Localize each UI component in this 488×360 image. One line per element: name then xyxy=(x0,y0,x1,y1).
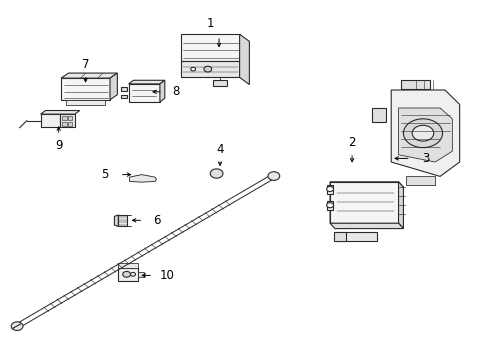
Polygon shape xyxy=(118,268,138,281)
Circle shape xyxy=(267,172,279,180)
Polygon shape xyxy=(128,84,160,102)
Polygon shape xyxy=(329,182,403,187)
Polygon shape xyxy=(329,223,403,229)
Circle shape xyxy=(190,67,195,71)
Text: 2: 2 xyxy=(347,136,355,149)
Polygon shape xyxy=(329,182,398,223)
Circle shape xyxy=(122,271,130,277)
Polygon shape xyxy=(41,114,60,127)
Circle shape xyxy=(326,186,333,192)
FancyBboxPatch shape xyxy=(371,108,386,122)
Circle shape xyxy=(203,66,211,72)
Bar xyxy=(68,122,72,126)
FancyBboxPatch shape xyxy=(326,201,332,210)
Polygon shape xyxy=(129,175,156,182)
Polygon shape xyxy=(66,100,105,105)
Polygon shape xyxy=(118,263,138,268)
Polygon shape xyxy=(405,176,434,185)
Polygon shape xyxy=(128,80,164,84)
Text: 6: 6 xyxy=(152,214,160,227)
Text: 1: 1 xyxy=(206,17,214,30)
Polygon shape xyxy=(390,90,459,176)
Bar xyxy=(68,116,72,120)
Text: 7: 7 xyxy=(81,58,89,71)
Polygon shape xyxy=(398,108,451,162)
Polygon shape xyxy=(239,34,249,85)
FancyBboxPatch shape xyxy=(337,233,376,242)
Polygon shape xyxy=(60,114,75,127)
Circle shape xyxy=(411,125,433,141)
Polygon shape xyxy=(118,215,127,226)
FancyBboxPatch shape xyxy=(121,95,126,98)
Polygon shape xyxy=(61,78,110,100)
Text: 5: 5 xyxy=(101,168,109,181)
Polygon shape xyxy=(110,73,117,100)
Text: 9: 9 xyxy=(55,139,62,152)
FancyBboxPatch shape xyxy=(326,184,332,194)
Circle shape xyxy=(403,119,442,148)
Polygon shape xyxy=(138,272,144,277)
Polygon shape xyxy=(61,73,117,78)
FancyBboxPatch shape xyxy=(400,80,429,89)
Text: 4: 4 xyxy=(216,143,224,156)
FancyBboxPatch shape xyxy=(212,80,227,86)
Polygon shape xyxy=(329,182,334,223)
Polygon shape xyxy=(181,61,239,77)
FancyBboxPatch shape xyxy=(333,233,346,242)
Circle shape xyxy=(11,322,23,330)
Polygon shape xyxy=(398,182,403,229)
Polygon shape xyxy=(114,215,118,226)
Polygon shape xyxy=(160,80,164,102)
Bar xyxy=(62,116,66,120)
FancyBboxPatch shape xyxy=(121,87,126,91)
Polygon shape xyxy=(181,34,239,61)
Text: 10: 10 xyxy=(160,269,174,282)
Polygon shape xyxy=(41,111,80,114)
Text: 8: 8 xyxy=(172,85,180,98)
Circle shape xyxy=(130,273,135,276)
Circle shape xyxy=(210,169,223,178)
Text: 3: 3 xyxy=(421,152,428,165)
Circle shape xyxy=(326,203,333,208)
Bar xyxy=(62,122,66,126)
